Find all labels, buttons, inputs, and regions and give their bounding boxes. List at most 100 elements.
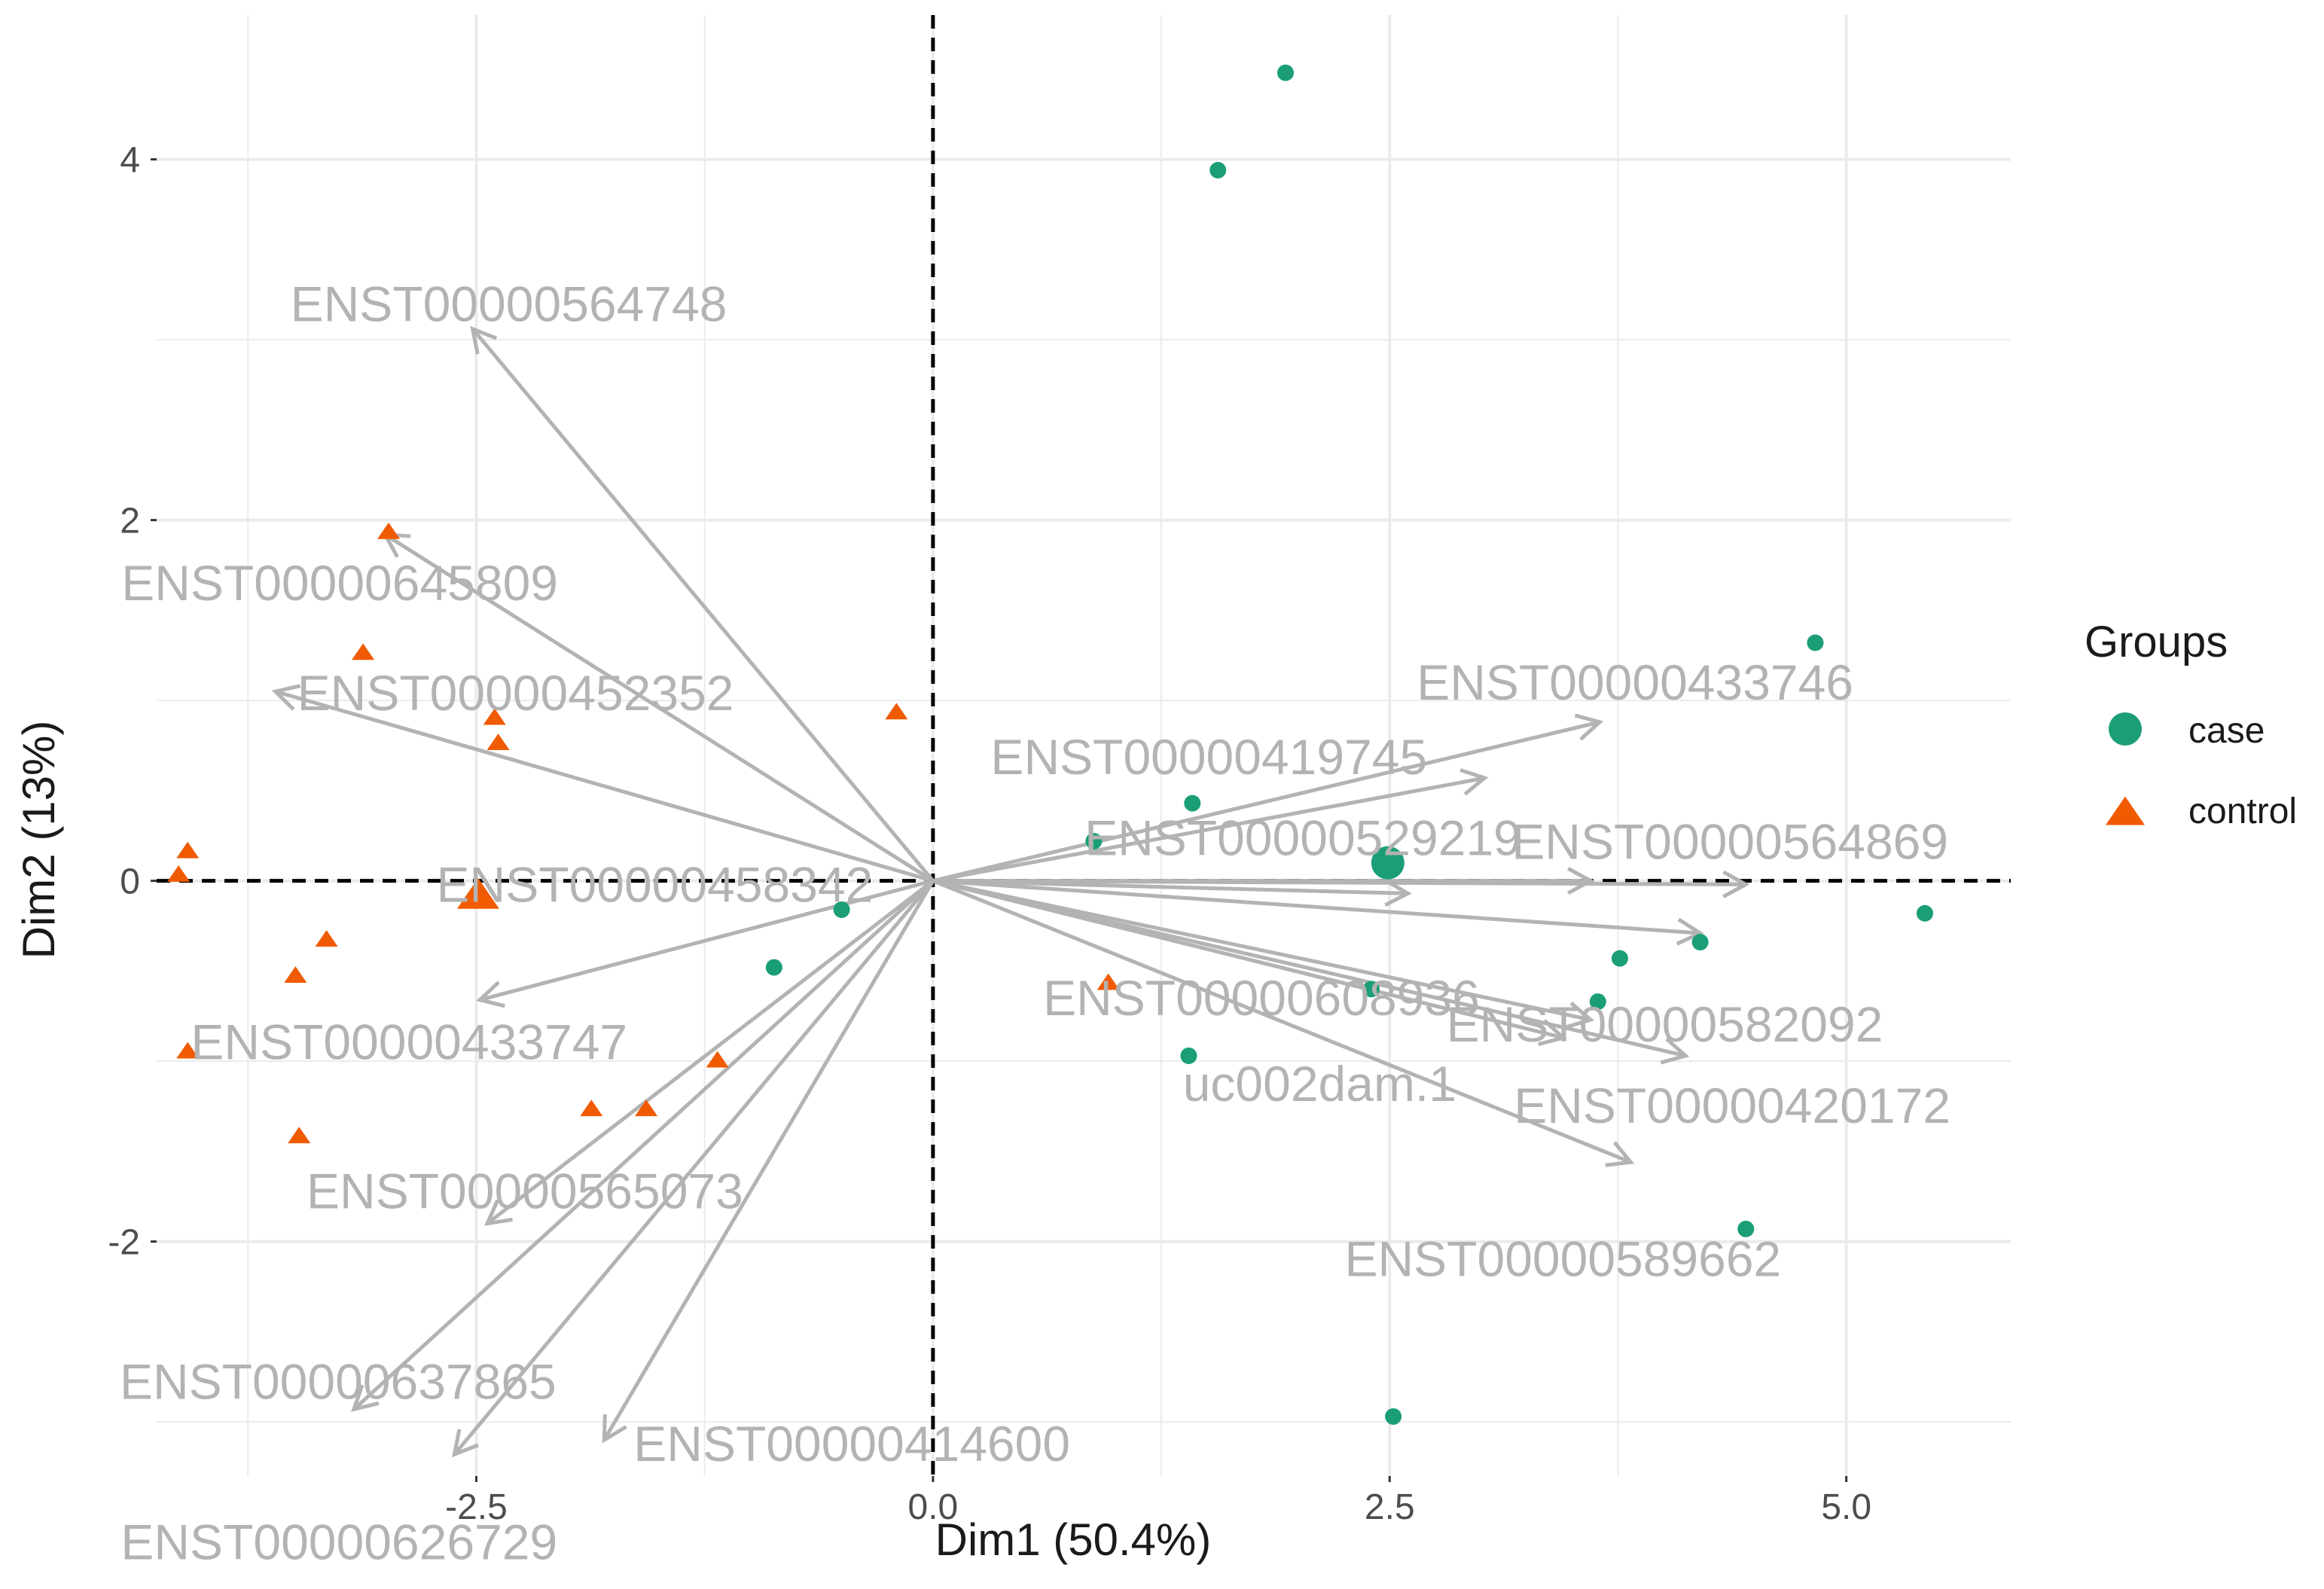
case-centroid — [1371, 846, 1404, 880]
control-point — [284, 966, 307, 983]
arrow-head — [1384, 879, 1412, 907]
arrow-head — [1722, 870, 1750, 898]
arrow-head — [470, 325, 498, 355]
arrow-shaft — [602, 880, 935, 1441]
variable-arrow — [932, 870, 1750, 898]
control-point — [706, 1051, 729, 1068]
control-point — [352, 643, 375, 660]
x-tick-label: -2.5 — [445, 1487, 508, 1527]
y-tick-label: -2 — [108, 1223, 140, 1263]
arrow-shaft — [932, 879, 1700, 935]
arrow-head — [602, 1414, 627, 1444]
case-point — [765, 959, 782, 976]
variable-label: ENST00000645809 — [121, 555, 558, 611]
variable-arrow — [932, 879, 1635, 1167]
variable-arrow — [351, 879, 935, 1412]
x-tick-label: 0.0 — [908, 1487, 959, 1527]
arrow-shaft — [274, 689, 934, 883]
legend-key-triangle — [2106, 796, 2145, 825]
case-point — [1209, 161, 1227, 178]
x-axis-title: Dim1 (50.4%) — [935, 1514, 1212, 1565]
arrow-shaft — [932, 776, 1485, 883]
legend-label: case — [2188, 711, 2265, 751]
control-point — [315, 930, 338, 947]
case-point — [1916, 904, 1933, 922]
control-centroid — [456, 877, 499, 909]
arrow-shaft — [352, 879, 935, 1411]
arrow-head — [1574, 713, 1604, 741]
arrow-head — [351, 1384, 380, 1412]
arrow-head — [1565, 1002, 1595, 1029]
x-tick-label: 2.5 — [1365, 1487, 1415, 1527]
variable-label: ENST00000458342 — [437, 856, 874, 912]
arrow-shaft — [932, 879, 1632, 1164]
variable-label: ENST00000608936 — [1043, 970, 1480, 1026]
control-point — [288, 1127, 311, 1144]
variable-label: ENST00000414600 — [633, 1416, 1070, 1472]
control-point — [635, 1099, 658, 1117]
grid — [157, 15, 2011, 1476]
x-tick-label: 5.0 — [1821, 1487, 1871, 1527]
variable-label: ENST00000565073 — [307, 1164, 743, 1219]
axis-ticks: -2.5 0.0 2.5 5.0 -2 0 2 4 — [108, 141, 1871, 1527]
case-point — [1180, 1047, 1197, 1064]
case-point — [1807, 634, 1824, 651]
case-point — [1589, 993, 1606, 1011]
arrow-shaft — [479, 879, 934, 1002]
arrow-head — [1459, 768, 1489, 796]
variable-label: ENST00000626729 — [120, 1514, 557, 1569]
variable-arrow — [932, 768, 1489, 883]
variable-label: ENST00000419745 — [990, 729, 1427, 785]
variable-arrows — [271, 325, 1750, 1458]
case-point — [1085, 832, 1103, 849]
case-point — [1611, 950, 1628, 967]
case-point — [1184, 794, 1201, 812]
arrow-shaft — [932, 879, 1591, 1022]
variable-arrow — [932, 879, 1704, 946]
variable-label: ENST00000564748 — [291, 276, 727, 332]
variable-label: ENST00000433747 — [191, 1014, 627, 1070]
legend-entry-case: case — [2109, 711, 2265, 751]
case-point — [1277, 64, 1295, 81]
case-point — [1737, 1220, 1755, 1237]
case-point — [1385, 1408, 1402, 1425]
legend-label: control — [2188, 791, 2297, 831]
variable-arrow — [932, 879, 1690, 1065]
variable-label: ENST00000433746 — [1417, 654, 1853, 710]
legend-title: Groups — [2085, 618, 2228, 666]
arrow-shaft — [486, 879, 935, 1225]
arrow-head — [476, 981, 505, 1008]
variable-arrow — [602, 880, 935, 1444]
control-point — [176, 841, 200, 859]
arrow-shaft — [932, 879, 1746, 886]
variable-arrow — [452, 880, 935, 1458]
variable-arrow — [470, 325, 935, 883]
arrow-head — [1605, 1141, 1635, 1167]
control-point — [580, 1099, 603, 1117]
arrow-head — [271, 684, 301, 711]
variable-arrow — [932, 879, 1595, 1029]
variable-label: ENST00000420172 — [1514, 1078, 1950, 1133]
control-point — [167, 865, 191, 882]
case-point — [1363, 981, 1380, 998]
variable-label: ENST00000589662 — [1344, 1231, 1781, 1286]
variable-label: ENST00000582092 — [1447, 996, 1883, 1052]
control-point — [1096, 973, 1120, 990]
variable-arrow — [271, 684, 934, 883]
control-point — [377, 522, 401, 539]
variable-arrow — [483, 879, 935, 1226]
arrow-head — [1676, 917, 1704, 946]
variable-label: ENST00000529219 — [1084, 810, 1521, 866]
legend-key-circle — [2109, 712, 2142, 746]
variable-labels: ENST00000564748 ENST00000645809 ENST000004… — [120, 276, 1950, 1570]
variable-label: ENST00000637865 — [120, 1353, 557, 1409]
arrow-head — [452, 1429, 479, 1458]
variable-label: ENST00000564869 — [1511, 813, 1948, 869]
arrow-shaft — [932, 879, 1686, 1058]
arrow-shaft — [932, 720, 1600, 883]
arrow-head — [483, 1199, 514, 1226]
case-point — [833, 901, 850, 918]
y-tick-label: 0 — [120, 862, 140, 902]
variable-arrow — [476, 879, 934, 1008]
control-point — [885, 703, 908, 720]
